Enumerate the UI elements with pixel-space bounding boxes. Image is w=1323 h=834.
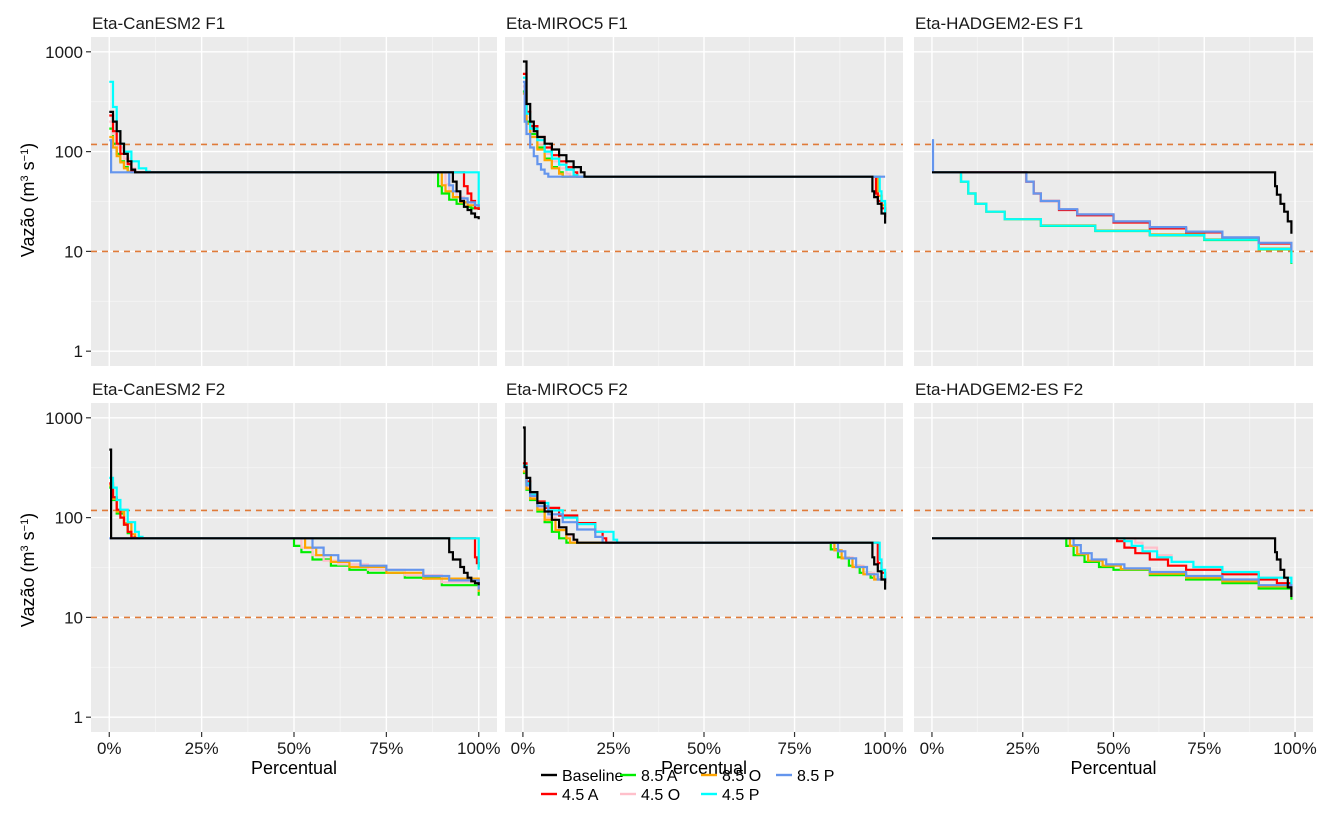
- series-line-baseline: [522, 60, 887, 224]
- x-tick-label: 25%: [596, 739, 630, 758]
- series-line-4-5-a: [932, 537, 1293, 595]
- series-line-8-5-p: [109, 537, 480, 590]
- y-tick-label: 10: [64, 242, 83, 261]
- x-axis-titles: Percentual Percentual Percentual: [251, 758, 1157, 778]
- y-tick-label: 100: [55, 143, 83, 162]
- series-line-8-5-p: [522, 466, 887, 584]
- legend-label: 8.5 O: [722, 768, 761, 785]
- series-line-4-5-p: [522, 76, 887, 216]
- legend-item: 4.5 P: [701, 787, 759, 804]
- series-line-8-5-p: [522, 80, 886, 178]
- panel-title: Eta-MIROC5 F2: [506, 380, 628, 399]
- y-tick-label: 1000: [45, 409, 83, 428]
- y-tick-label: 10: [64, 608, 83, 627]
- series-line-4-5-p: [522, 464, 887, 582]
- panel: Eta-CanESM2 F2 1 10 100 1000 0% 25% 50% 75% 100%: [45, 380, 500, 758]
- x-axis-title: Percentual: [661, 758, 747, 778]
- legend-label: 8.5 A: [641, 768, 678, 785]
- legend-item: 8.5 A: [620, 768, 678, 785]
- x-tick-label: 100%: [1273, 739, 1316, 758]
- x-tick-label: 50%: [277, 739, 311, 758]
- panel: Eta-MIROC5 F1: [505, 14, 903, 366]
- legend-item: 4.5 A: [541, 787, 599, 804]
- x-tick-label: 75%: [369, 739, 403, 758]
- series-line-8-5-o: [522, 92, 887, 214]
- legend-item: 8.5 O: [701, 768, 761, 785]
- x-tick-label: 50%: [1096, 739, 1130, 758]
- series-line-4-5-a: [109, 482, 480, 567]
- panels-layer: Eta-CanESM2 F1 1 10 100 1000 Eta-MIROC5 F1 Eta…: [45, 14, 1317, 758]
- legend-item: Baseline: [541, 768, 623, 785]
- series-line-baseline: [932, 171, 1293, 234]
- panel-title: Eta-CanESM2 F1: [92, 14, 225, 33]
- y-axis-title-bottom-row: Vazão (m3 s−1): [18, 513, 38, 627]
- x-tick-label: 25%: [1006, 739, 1040, 758]
- panel-title: Eta-HADGEM2-ES F1: [915, 14, 1083, 33]
- series-line-8-5-a: [522, 471, 887, 584]
- legend-label: 4.5 A: [562, 787, 599, 804]
- series-line-8-5-p: [932, 537, 1293, 596]
- legend-label: 8.5 P: [797, 768, 834, 785]
- y-tick-label: 1000: [45, 43, 83, 62]
- legend-item: 4.5 O: [620, 787, 680, 804]
- legend-label: 4.5 P: [722, 787, 759, 804]
- x-axis-title: Percentual: [1070, 758, 1156, 778]
- x-tick-label: 25%: [185, 739, 219, 758]
- x-tick-label: 0%: [920, 739, 945, 758]
- legend-item: 8.5 P: [776, 768, 834, 785]
- x-tick-label: 100%: [863, 739, 906, 758]
- panel-title: Eta-CanESM2 F2: [92, 380, 225, 399]
- panel-title: Eta-HADGEM2-ES F2: [915, 380, 1083, 399]
- x-tick-label: 75%: [778, 739, 812, 758]
- panel: Eta-HADGEM2-ES F1: [914, 14, 1313, 366]
- y-tick-label: 1: [74, 342, 83, 361]
- panel: Eta-MIROC5 F2 0% 25% 50% 75% 100%: [505, 380, 907, 758]
- x-tick-label: 0%: [97, 739, 122, 758]
- y-tick-label: 100: [55, 509, 83, 528]
- x-tick-label: 75%: [1187, 739, 1221, 758]
- panel: Eta-CanESM2 F1 1 10 100 1000: [45, 14, 497, 366]
- series-line-4-5-p: [932, 537, 1293, 586]
- series-line-8-5-o: [109, 484, 480, 592]
- panel-title: Eta-MIROC5 F1: [506, 14, 628, 33]
- x-axis-title: Percentual: [251, 758, 337, 778]
- legend: Baseline 4.5 A 8.5 A 4.5 O 8.5 O 4.5 P 8.5 P: [541, 768, 834, 804]
- y-axis-title-top-row: Vazão (m3 s−1): [18, 143, 38, 257]
- series-line-baseline: [109, 110, 480, 220]
- series-line-4-5-p: [932, 171, 1293, 264]
- panel: Eta-HADGEM2-ES F2 0% 25% 50% 75% 100%: [914, 380, 1317, 758]
- series-line-baseline: [932, 537, 1293, 597]
- x-tick-label: 50%: [687, 739, 721, 758]
- series-line-8-5-o: [522, 470, 887, 584]
- series-line-8-5-p: [931, 139, 1293, 251]
- series-line-baseline: [522, 426, 887, 590]
- y-tick-label: 1: [74, 708, 83, 727]
- x-tick-label: 0%: [511, 739, 536, 758]
- x-tick-label: 100%: [457, 739, 500, 758]
- series-line-baseline: [109, 448, 480, 586]
- legend-label: 4.5 O: [641, 787, 680, 804]
- legend-label: Baseline: [562, 768, 623, 785]
